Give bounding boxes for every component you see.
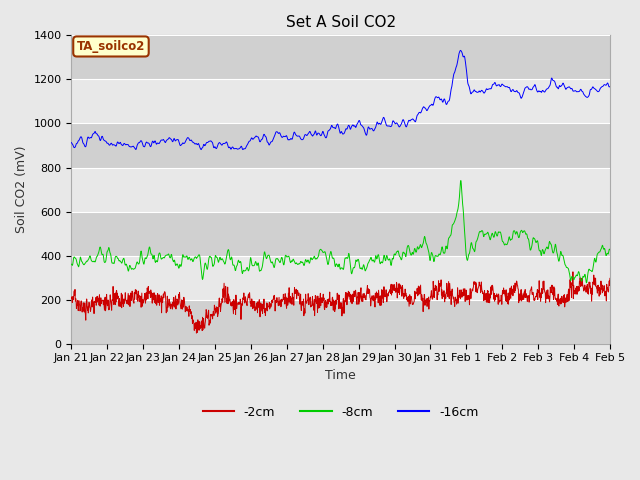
- Bar: [72, 79, 610, 123]
- Y-axis label: Soil CO2 (mV): Soil CO2 (mV): [15, 146, 28, 233]
- Bar: [72, 256, 610, 300]
- Bar: [72, 212, 610, 256]
- Bar: [72, 36, 610, 79]
- X-axis label: Time: Time: [325, 369, 356, 382]
- Text: TA_soilco2: TA_soilco2: [77, 40, 145, 53]
- Legend: -2cm, -8cm, -16cm: -2cm, -8cm, -16cm: [198, 401, 484, 424]
- Title: Set A Soil CO2: Set A Soil CO2: [285, 15, 396, 30]
- Bar: [72, 123, 610, 168]
- Bar: [72, 300, 610, 344]
- Bar: [72, 168, 610, 212]
